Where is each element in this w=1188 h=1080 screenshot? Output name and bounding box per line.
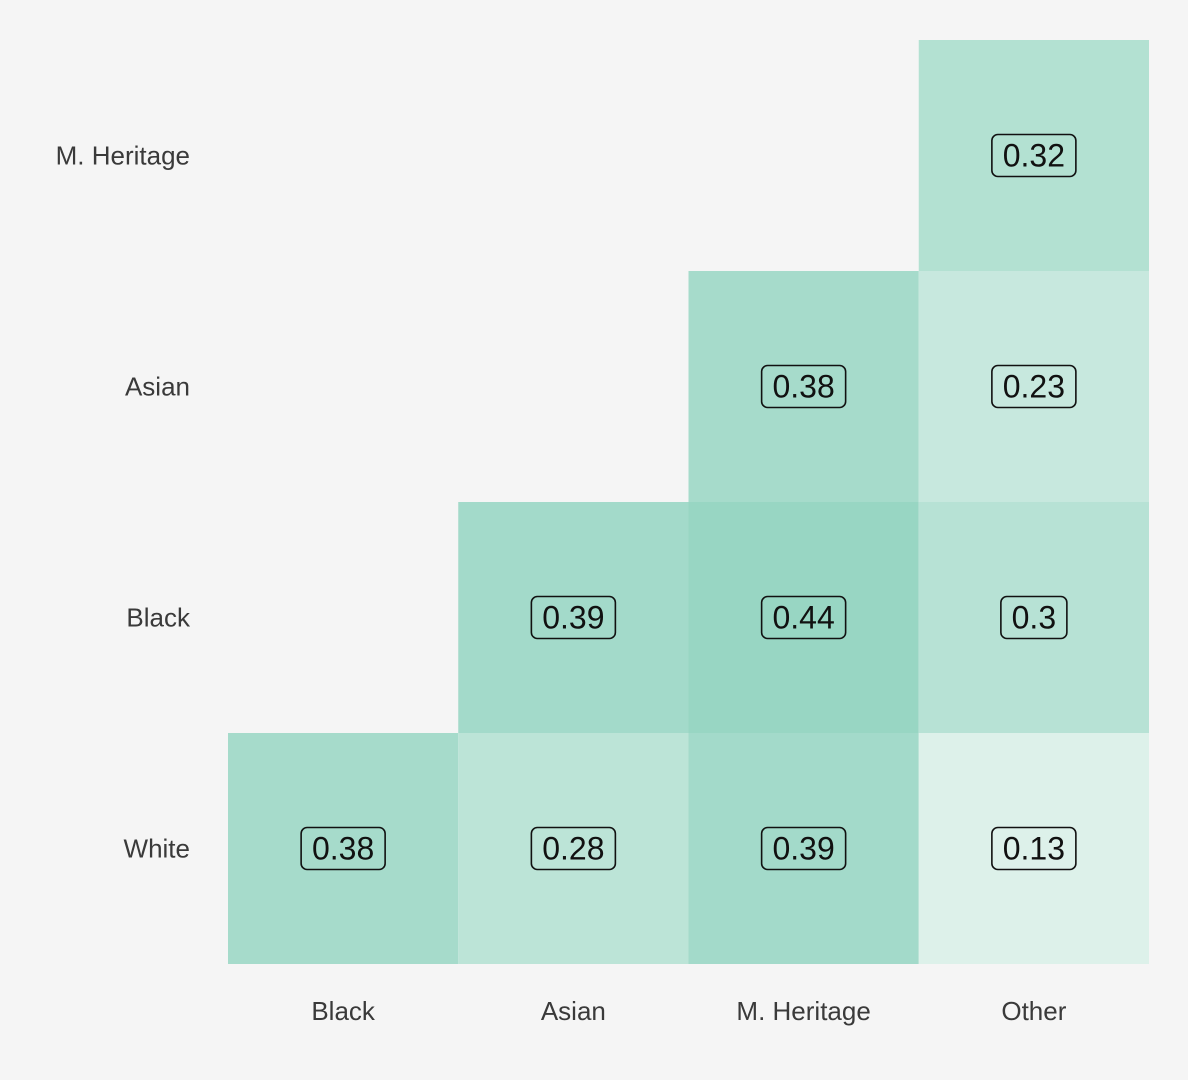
heatmap-cell-white-black: 0.38 [228, 733, 459, 964]
x-tick-label-m-heritage: M. Heritage [736, 996, 870, 1026]
data-label: 0.23 [1003, 369, 1065, 405]
data-label: 0.3 [1012, 600, 1056, 636]
heatmap-cell-rect [688, 271, 919, 502]
x-tick-label-black: Black [311, 996, 376, 1026]
heatmap-cell-rect [688, 502, 919, 733]
data-label: 0.44 [772, 600, 834, 636]
y-tick-label-white: White [124, 834, 190, 864]
data-label: 0.32 [1003, 138, 1065, 174]
x-tick-label-other: Other [1001, 996, 1066, 1026]
heatmap-cell-rect [688, 733, 919, 964]
data-label-box [760, 826, 847, 871]
data-label-box [530, 595, 617, 640]
heatmap-cell-black-m-heritage: 0.44 [688, 502, 919, 733]
data-label-box [530, 826, 617, 871]
y-tick-label-m-heritage: M. Heritage [56, 141, 190, 171]
heatmap-cell-rect [918, 733, 1149, 964]
heatmap-cell-asian-other: 0.23 [918, 271, 1149, 502]
y-tick-label-black: Black [126, 603, 191, 633]
data-label-box [991, 133, 1077, 178]
data-label: 0.38 [312, 831, 374, 867]
y-tick-label-asian: Asian [125, 372, 190, 402]
heatmap-cell-m-heritage-other: 0.32 [918, 40, 1149, 271]
heatmap-cell-rect [918, 40, 1149, 271]
heatmap-cell-white-m-heritage: 0.39 [688, 733, 919, 964]
heatmap-cell-white-asian: 0.28 [458, 733, 689, 964]
heatmap-cell-rect [918, 271, 1149, 502]
x-axis-tick-labels: Black Asian M. Heritage Other [311, 996, 1066, 1026]
data-label-box [1000, 595, 1068, 640]
heatmap-cells: 0.38 0.28 0.39 0.13 0.39 0.44 0.3 0.38 0.23 0.32 [228, 40, 1149, 964]
x-tick-label-asian: Asian [541, 996, 606, 1026]
heatmap-cell-rect [458, 502, 689, 733]
heatmap-cell-black-asian: 0.39 [458, 502, 689, 733]
data-label-box [760, 595, 847, 640]
heatmap-cell-rect [918, 502, 1149, 733]
data-label: 0.13 [1003, 831, 1065, 867]
data-label-box [300, 826, 386, 871]
data-label-box [991, 364, 1077, 409]
heatmap-cell-white-other: 0.13 [918, 733, 1149, 964]
data-label: 0.39 [542, 600, 604, 636]
y-axis-tick-labels: White Black Asian M. Heritage [56, 141, 191, 864]
heatmap-cell-asian-m-heritage: 0.38 [688, 271, 919, 502]
data-label: 0.38 [772, 369, 834, 405]
data-label: 0.28 [542, 831, 604, 867]
data-label-box [760, 364, 847, 409]
data-label: 0.39 [772, 831, 834, 867]
heatmap-cell-rect [228, 733, 459, 964]
heatmap-cell-black-other: 0.3 [918, 502, 1149, 733]
heatmap-cell-rect [458, 733, 689, 964]
data-label-box [991, 826, 1077, 871]
